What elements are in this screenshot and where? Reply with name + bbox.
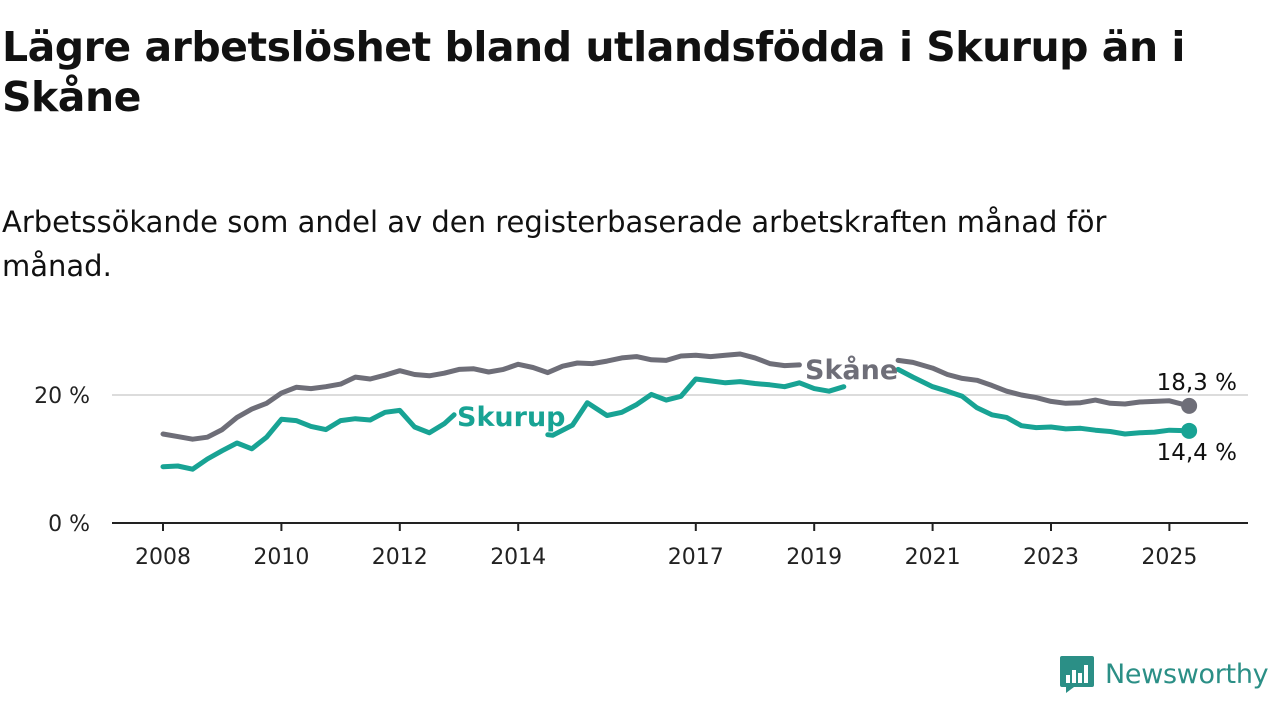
newsworthy-brand[interactable]: Newsworthy (1059, 654, 1269, 694)
chart-subtitle: Arbetssökande som andel av den registerb… (2, 205, 1107, 283)
x-axis: 0 % 20 % 2008 2010 2012 2014 2017 2019 2021 2023 2… (34, 384, 1248, 570)
x-tick-label: 2012 (372, 545, 428, 570)
x-tick-label: 2017 (668, 545, 724, 570)
end-label-skurup: 14,4 % (1157, 440, 1237, 466)
series-line-1 (545, 376, 847, 438)
x-tick-label: 2008 (135, 545, 191, 570)
line-chart: 0 % 20 % 2008 2010 2012 2014 2017 2019 2021 2023 2… (34, 351, 1248, 570)
x-tick-label: 2021 (905, 545, 961, 570)
x-tick-label: 2014 (490, 545, 546, 570)
end-label-skane: 18,3 % (1157, 370, 1237, 396)
series-label-skurup: Skurup (457, 402, 566, 433)
newsworthy-logo-icon (1060, 656, 1094, 693)
x-tick-label: 2019 (786, 545, 842, 570)
series-line-0 (895, 357, 1192, 409)
series-end-point (1181, 397, 1198, 414)
series-end-point (1181, 422, 1198, 439)
series-layer (160, 351, 1198, 472)
series-label-skane: Skåne (805, 354, 898, 386)
chart-title: Lägre arbetslöshet bland utlandsfödda i … (2, 23, 1185, 121)
brand-name: Newsworthy (1105, 658, 1269, 690)
series-line-1 (160, 407, 457, 472)
x-tick-label: 2010 (253, 545, 309, 570)
y-tick-label: 0 % (48, 512, 90, 537)
series-line-0 (160, 351, 802, 442)
y-tick-label: 20 % (34, 384, 90, 409)
label-layer: Skåne Skurup 18,3 % 14,4 % (457, 354, 1237, 466)
x-tick-label: 2023 (1023, 545, 1079, 570)
x-tick-label: 2025 (1141, 545, 1197, 570)
series-line-1 (895, 366, 1192, 437)
